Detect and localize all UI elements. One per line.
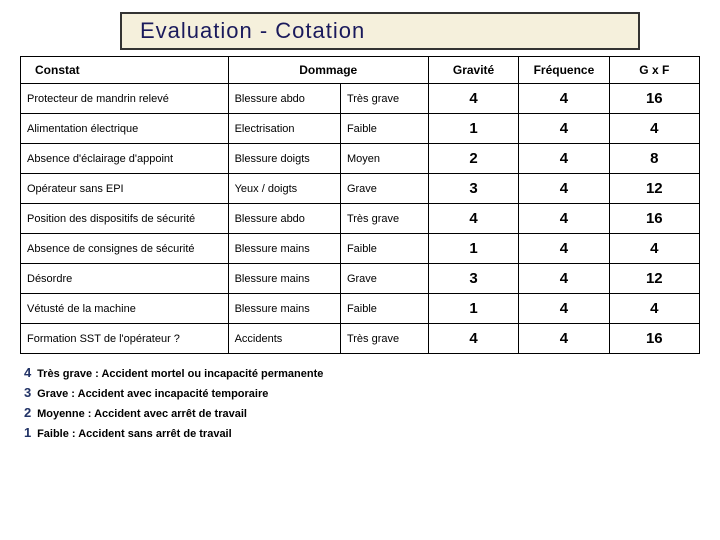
table-row: Absence de consignes de sécuritéBlessure… <box>21 234 700 264</box>
cell-niveau: Très grave <box>340 324 428 354</box>
legend: 4 Très grave : Accident mortel ou incapa… <box>20 364 700 443</box>
table-row: Position des dispositifs de sécuritéBles… <box>21 204 700 234</box>
cell-niveau: Grave <box>340 264 428 294</box>
cell-dommage: Blessure mains <box>228 234 340 264</box>
cell-frequence: 4 <box>519 234 609 264</box>
cell-gxf: 16 <box>609 204 699 234</box>
cell-gxf: 16 <box>609 324 699 354</box>
cell-gxf: 12 <box>609 174 699 204</box>
legend-row: 1 Faible : Accident sans arrêt de travai… <box>24 424 700 443</box>
header-dommage: Dommage <box>228 57 428 84</box>
cell-constat: Absence de consignes de sécurité <box>21 234 229 264</box>
cell-dommage: Blessure mains <box>228 264 340 294</box>
cell-frequence: 4 <box>519 84 609 114</box>
table-row: Alimentation électriqueElectrisationFaib… <box>21 114 700 144</box>
cell-constat: Opérateur sans EPI <box>21 174 229 204</box>
cell-gravite: 4 <box>428 324 518 354</box>
legend-num: 4 <box>24 364 34 383</box>
header-gravite: Gravité <box>428 57 518 84</box>
cell-frequence: 4 <box>519 144 609 174</box>
legend-text: Faible : Accident sans arrêt de travail <box>37 428 232 440</box>
cell-niveau: Faible <box>340 114 428 144</box>
cell-gravite: 1 <box>428 294 518 324</box>
cell-frequence: 4 <box>519 174 609 204</box>
cell-gravite: 4 <box>428 204 518 234</box>
table-row: Formation SST de l'opérateur ?AccidentsT… <box>21 324 700 354</box>
header-frequence: Fréquence <box>519 57 609 84</box>
cell-gravite: 1 <box>428 234 518 264</box>
cell-gravite: 2 <box>428 144 518 174</box>
cell-gxf: 16 <box>609 84 699 114</box>
cell-constat: Protecteur de mandrin relevé <box>21 84 229 114</box>
cell-niveau: Grave <box>340 174 428 204</box>
legend-text: Grave : Accident avec incapacité tempora… <box>37 388 268 400</box>
cell-frequence: 4 <box>519 114 609 144</box>
legend-row: 3 Grave : Accident avec incapacité tempo… <box>24 384 700 403</box>
table-row: Protecteur de mandrin relevéBlessure abd… <box>21 84 700 114</box>
cell-dommage: Accidents <box>228 324 340 354</box>
legend-text: Très grave : Accident mortel ou incapaci… <box>37 368 323 380</box>
cell-frequence: 4 <box>519 264 609 294</box>
header-constat: Constat <box>21 57 229 84</box>
cell-gxf: 4 <box>609 294 699 324</box>
legend-row: 4 Très grave : Accident mortel ou incapa… <box>24 364 700 383</box>
cell-frequence: 4 <box>519 204 609 234</box>
cell-gxf: 12 <box>609 264 699 294</box>
table-row: Opérateur sans EPIYeux / doigtsGrave3412 <box>21 174 700 204</box>
cell-niveau: Faible <box>340 294 428 324</box>
cell-niveau: Moyen <box>340 144 428 174</box>
cell-gravite: 4 <box>428 84 518 114</box>
page-title: Evaluation - Cotation <box>140 18 365 43</box>
cell-gravite: 1 <box>428 114 518 144</box>
cell-gravite: 3 <box>428 174 518 204</box>
cell-gxf: 8 <box>609 144 699 174</box>
cell-constat: Position des dispositifs de sécurité <box>21 204 229 234</box>
legend-text: Moyenne : Accident avec arrêt de travail <box>37 408 247 420</box>
cell-niveau: Très grave <box>340 204 428 234</box>
cell-constat: Alimentation électrique <box>21 114 229 144</box>
cell-constat: Désordre <box>21 264 229 294</box>
cell-dommage: Blessure doigts <box>228 144 340 174</box>
cell-frequence: 4 <box>519 324 609 354</box>
cell-frequence: 4 <box>519 294 609 324</box>
page-title-bar: Evaluation - Cotation <box>120 12 640 50</box>
cell-gxf: 4 <box>609 234 699 264</box>
table-row: Vétusté de la machineBlessure mainsFaibl… <box>21 294 700 324</box>
cell-gravite: 3 <box>428 264 518 294</box>
legend-row: 2 Moyenne : Accident avec arrêt de trava… <box>24 404 700 423</box>
cell-dommage: Yeux / doigts <box>228 174 340 204</box>
table-row: DésordreBlessure mainsGrave3412 <box>21 264 700 294</box>
header-gxf: G x F <box>609 57 699 84</box>
legend-num: 3 <box>24 384 34 403</box>
cell-constat: Vétusté de la machine <box>21 294 229 324</box>
cell-dommage: Electrisation <box>228 114 340 144</box>
cell-dommage: Blessure abdo <box>228 84 340 114</box>
legend-num: 1 <box>24 424 34 443</box>
cell-niveau: Très grave <box>340 84 428 114</box>
cell-constat: Formation SST de l'opérateur ? <box>21 324 229 354</box>
legend-num: 2 <box>24 404 34 423</box>
cell-dommage: Blessure abdo <box>228 204 340 234</box>
cell-niveau: Faible <box>340 234 428 264</box>
cell-constat: Absence d'éclairage d'appoint <box>21 144 229 174</box>
table-header-row: Constat Dommage Gravité Fréquence G x F <box>21 57 700 84</box>
table-row: Absence d'éclairage d'appointBlessure do… <box>21 144 700 174</box>
cell-dommage: Blessure mains <box>228 294 340 324</box>
cell-gxf: 4 <box>609 114 699 144</box>
evaluation-table: Constat Dommage Gravité Fréquence G x F … <box>20 56 700 354</box>
